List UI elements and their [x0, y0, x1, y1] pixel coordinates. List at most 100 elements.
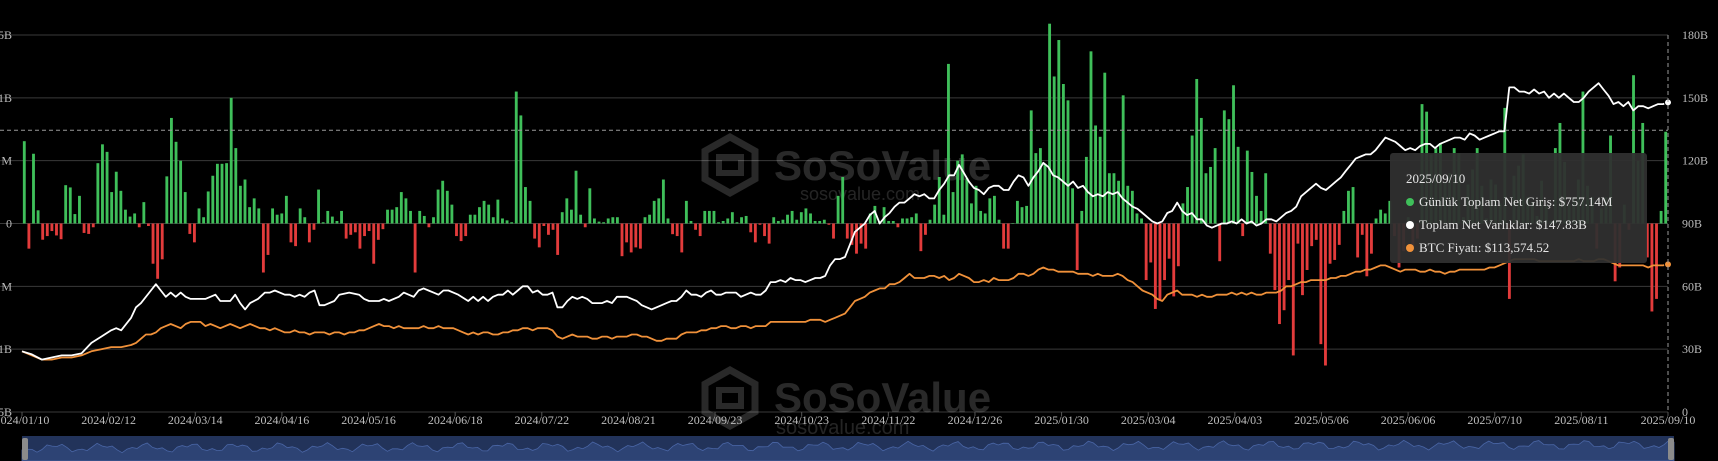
inflow-bar	[717, 222, 720, 224]
inflow-bar	[634, 223, 638, 248]
inflow-bar	[661, 179, 665, 224]
inflow-bar	[951, 192, 955, 224]
y-left-tick-label: 5B	[0, 405, 12, 419]
inflow-bar	[822, 219, 826, 224]
x-tick-label: 2024/06/18	[428, 413, 483, 427]
inflow-bar	[514, 91, 518, 224]
inflow-bar	[1038, 148, 1042, 224]
inflow-bar	[836, 195, 840, 224]
watermark-url-top: sosovalue.com	[800, 184, 920, 204]
inflow-bar	[1167, 223, 1171, 259]
inflow-bar	[372, 223, 376, 264]
inflow-bar	[41, 223, 45, 240]
inflow-bar	[422, 215, 426, 224]
legend-dot-icon	[1406, 244, 1414, 252]
inflow-bar	[303, 217, 307, 224]
inflow-bar	[638, 223, 642, 249]
y-left-tick-label: 5B	[0, 28, 12, 42]
inflow-bar	[855, 223, 858, 254]
inflow-bar	[1176, 223, 1180, 267]
x-tick-label: 2025/03/04	[1121, 413, 1176, 427]
inflow-bar	[68, 187, 72, 224]
inflow-bar	[629, 223, 633, 253]
inflow-bar	[289, 223, 293, 243]
inflow-bar	[868, 213, 872, 224]
inflow-bar	[261, 223, 265, 273]
inflow-bar	[1112, 173, 1116, 224]
inflow-bar	[1287, 223, 1291, 281]
inflow-bar	[1342, 210, 1346, 224]
inflow-bar	[887, 220, 891, 224]
inflow-bar	[1222, 110, 1226, 224]
x-tick-label: 2025/06/06	[1381, 413, 1436, 427]
inflow-bar	[1098, 136, 1102, 224]
inflow-bar	[648, 214, 652, 224]
inflow-bar	[1052, 76, 1056, 224]
inflow-bar	[1324, 223, 1327, 366]
inflow-bar	[114, 171, 118, 224]
inflow-bar	[749, 223, 753, 233]
inflow-bar	[1011, 223, 1015, 224]
inflow-bar	[988, 198, 992, 224]
inflow-bar	[59, 223, 63, 240]
inflow-bar	[763, 223, 766, 237]
inflow-bar	[358, 223, 362, 249]
inflow-bar	[882, 207, 886, 224]
inflow-bar	[905, 218, 909, 224]
inflow-bar	[1103, 72, 1107, 224]
inflow-bar	[271, 208, 275, 224]
inflow-bar	[353, 223, 357, 233]
y-left-tick-label: 1B	[0, 342, 12, 356]
inflow-bar	[501, 218, 504, 224]
inflow-bar	[36, 210, 40, 224]
inflow-bar	[491, 217, 495, 224]
inflow-bar	[1048, 23, 1052, 224]
inflow-bar	[1356, 223, 1360, 258]
inflow-bar	[1066, 100, 1070, 224]
inflow-bar	[1255, 195, 1258, 224]
inflow-bar	[744, 215, 748, 224]
x-tick-label: 2025/05/06	[1294, 413, 1349, 427]
inflow-bar	[519, 115, 523, 224]
inflow-bar	[956, 160, 960, 224]
inflow-bar	[942, 214, 946, 224]
inflow-bar	[381, 223, 385, 230]
inflow-bar	[1135, 213, 1139, 224]
inflow-bar	[776, 220, 780, 224]
inflow-bar	[560, 212, 564, 224]
range-scrollbar[interactable]	[21, 436, 1675, 461]
tooltip: 2025/09/10 Günlük Toplam Net Giriş: $757…	[1390, 153, 1647, 263]
x-tick-label: 2024/01/10	[0, 413, 49, 427]
inflow-bar	[1209, 166, 1212, 224]
tooltip-net-inflow-label: Günlük Toplam Net Giriş: $757.14M	[1419, 194, 1613, 209]
inflow-bar	[1071, 188, 1075, 224]
inflow-bar	[505, 220, 509, 224]
inflow-bar	[1328, 223, 1332, 264]
inflow-bar	[1029, 110, 1033, 224]
inflow-bar	[547, 223, 550, 235]
inflow-bar	[707, 210, 711, 224]
inflow-bar	[124, 209, 127, 224]
inflow-bar	[1319, 223, 1323, 345]
inflow-bar	[799, 212, 803, 224]
inflow-bar	[1264, 173, 1268, 224]
inflow-bar	[441, 180, 445, 224]
inflow-bar	[675, 223, 679, 237]
tooltip-row-btc-price: BTC Fiyatı: $113,574.52	[1406, 240, 1549, 256]
x-tick-label: 2025/04/03	[1208, 413, 1263, 427]
inflow-bar	[1645, 223, 1649, 258]
inflow-bar	[703, 210, 707, 224]
inflow-bar	[845, 223, 849, 239]
inflow-bar	[445, 190, 449, 224]
axis-labels: 180B150B120B90B60B30B05B1BM0M1B5B2024/01…	[0, 28, 1708, 427]
inflow-bar	[671, 223, 675, 235]
inflow-bar	[45, 223, 49, 237]
inflow-bar	[459, 223, 463, 242]
inflow-bar	[238, 185, 242, 224]
tooltip-row-total-assets: Toplam Net Varlıklar: $147.83B	[1406, 217, 1587, 233]
inflow-bar	[993, 195, 996, 224]
inflow-bar	[128, 216, 132, 224]
inflow-bar	[974, 185, 978, 224]
inflow-bar	[330, 216, 334, 224]
inflow-bar	[418, 210, 422, 224]
